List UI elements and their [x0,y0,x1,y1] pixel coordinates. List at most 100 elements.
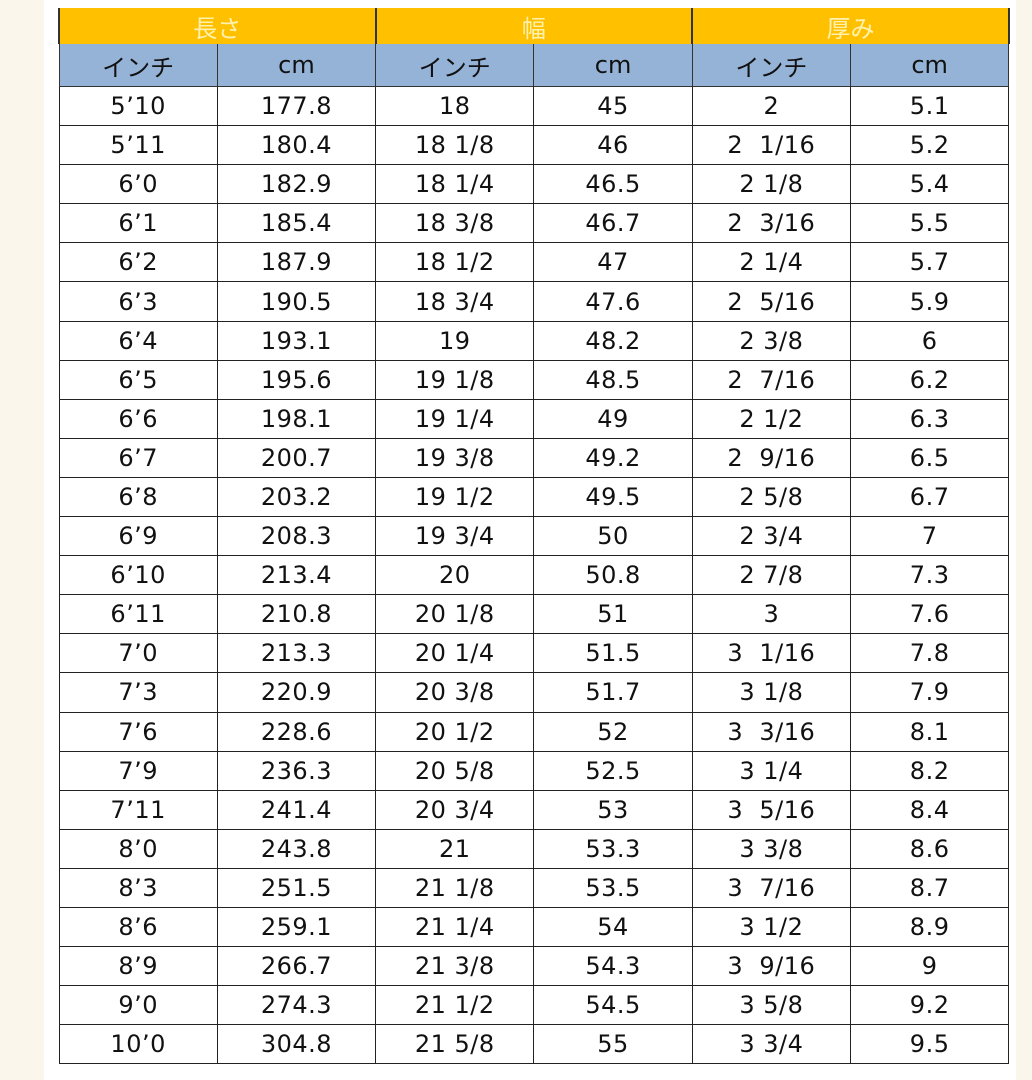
cell-length-inch: 7’3 [58,672,218,713]
table-row: 7’11 241.4 20 3/4 53 3 5/16 8.4 [58,789,1010,830]
subheader-inch: インチ [375,44,535,87]
table-row: 6’7 200.7 19 3/8 49.2 2 9/16 6.5 [58,437,1010,478]
size-table: 長さ 幅 厚み インチ cm インチ cm インチ cm 5’10 177.8 18… [58,8,1010,1065]
cell-length-inch: 6’0 [58,164,218,205]
cell-thickness-inch: 2 [691,85,851,127]
cell-width-cm: 46.7 [533,203,693,244]
cell-length-cm: 200.7 [216,437,377,478]
cell-thickness-cm: 8.6 [849,828,1010,869]
table-row: 7’9 236.3 20 5/8 52.5 3 1/4 8.2 [58,750,1010,791]
cell-thickness-inch: 3 1/16 [691,633,851,674]
cell-width-cm: 54.3 [533,946,693,987]
table-row: 6’6 198.1 19 1/4 49 2 1/2 6.3 [58,398,1010,439]
cell-length-inch: 7’0 [58,633,218,674]
cell-thickness-inch: 3 1/8 [691,672,851,713]
cell-thickness-inch: 2 3/4 [691,516,851,557]
cell-thickness-cm: 5.7 [849,242,1010,283]
cell-width-inch: 21 1/8 [375,867,535,908]
cell-length-inch: 7’6 [58,711,218,752]
table-row: 5’10 177.8 18 45 2 5.1 [58,85,1010,127]
cell-width-cm: 52.5 [533,750,693,791]
sub-header-row: インチ cm インチ cm インチ cm [58,44,1010,87]
cell-width-inch: 20 5/8 [375,750,535,791]
cell-thickness-cm: 8.2 [849,750,1010,791]
cell-thickness-inch: 2 3/8 [691,320,851,361]
cell-width-inch: 18 1/4 [375,164,535,205]
cell-length-cm: 241.4 [216,789,377,830]
cell-thickness-inch: 2 5/16 [691,281,851,322]
cell-width-inch: 18 1/2 [375,242,535,283]
cell-thickness-cm: 6 [849,320,1010,361]
cell-width-inch: 18 1/8 [375,125,535,166]
subheader-cm: cm [849,44,1010,87]
cell-width-cm: 48.5 [533,359,693,400]
cell-thickness-cm: 5.9 [849,281,1010,322]
cell-length-cm: 251.5 [216,867,377,908]
table-row: 10’0 304.8 21 5/8 55 3 3/4 9.5 [58,1024,1010,1065]
cell-length-cm: 195.6 [216,359,377,400]
cell-width-cm: 49.2 [533,437,693,478]
cell-length-inch: 5’11 [58,125,218,166]
cell-length-cm: 236.3 [216,750,377,791]
table-row: 6’0 182.9 18 1/4 46.5 2 1/8 5.4 [58,164,1010,205]
table-row: 6’10 213.4 20 50.8 2 7/8 7.3 [58,555,1010,596]
cell-thickness-inch: 2 7/8 [691,555,851,596]
cell-length-inch: 8’9 [58,946,218,987]
group-length: 長さ [58,8,377,44]
cell-width-inch: 19 1/4 [375,398,535,439]
cell-thickness-cm: 7.6 [849,594,1010,635]
cell-width-inch: 19 [375,320,535,361]
cell-thickness-inch: 3 1/4 [691,750,851,791]
cell-length-cm: 180.4 [216,125,377,166]
cell-thickness-cm: 7.3 [849,555,1010,596]
cell-width-inch: 20 1/2 [375,711,535,752]
cell-thickness-inch: 3 3/4 [691,1024,851,1065]
cell-length-cm: 182.9 [216,164,377,205]
cell-width-inch: 18 3/4 [375,281,535,322]
cell-width-inch: 20 1/4 [375,633,535,674]
table-row: 6’5 195.6 19 1/8 48.5 2 7/16 6.2 [58,359,1010,400]
subheader-inch: インチ [58,44,218,87]
cell-width-cm: 55 [533,1024,693,1065]
cell-thickness-inch: 3 7/16 [691,867,851,908]
cell-width-cm: 51.7 [533,672,693,713]
cell-length-cm: 213.4 [216,555,377,596]
cell-length-inch: 7’11 [58,789,218,830]
cell-length-cm: 274.3 [216,985,377,1026]
table-row: 8’3 251.5 21 1/8 53.5 3 7/16 8.7 [58,867,1010,908]
cell-width-cm: 49 [533,398,693,439]
cell-length-inch: 6’6 [58,398,218,439]
cell-width-cm: 47 [533,242,693,283]
cell-thickness-cm: 6.3 [849,398,1010,439]
cell-thickness-inch: 2 7/16 [691,359,851,400]
group-thickness: 厚み [691,8,1010,44]
cell-width-cm: 47.6 [533,281,693,322]
cell-width-cm: 46.5 [533,164,693,205]
cell-length-cm: 203.2 [216,476,377,518]
cell-thickness-inch: 3 1/2 [691,906,851,948]
cell-thickness-cm: 7.8 [849,633,1010,674]
cell-length-inch: 6’2 [58,242,218,283]
cell-length-inch: 8’3 [58,867,218,908]
cell-thickness-cm: 5.2 [849,125,1010,166]
cell-width-cm: 51.5 [533,633,693,674]
cell-width-inch: 21 1/2 [375,985,535,1026]
cell-thickness-inch: 2 1/4 [691,242,851,283]
cell-thickness-cm: 8.9 [849,906,1010,948]
cell-width-cm: 49.5 [533,476,693,518]
cell-width-inch: 18 [375,85,535,127]
cell-width-inch: 19 1/2 [375,476,535,518]
cell-width-inch: 21 [375,828,535,869]
cell-thickness-cm: 5.5 [849,203,1010,244]
cell-thickness-inch: 3 9/16 [691,946,851,987]
cell-length-inch: 6’3 [58,281,218,322]
cell-thickness-cm: 7.9 [849,672,1010,713]
cell-thickness-inch: 3 3/16 [691,711,851,752]
table-row: 6’11 210.8 20 1/8 51 3 7.6 [58,594,1010,635]
cell-length-inch: 5’10 [58,85,218,127]
table-row: 6’8 203.2 19 1/2 49.5 2 5/8 6.7 [58,476,1010,518]
cell-width-cm: 53 [533,789,693,830]
cell-thickness-cm: 9.5 [849,1024,1010,1065]
cell-thickness-inch: 3 5/8 [691,985,851,1026]
group-header-row: 長さ 幅 厚み [58,8,1010,44]
